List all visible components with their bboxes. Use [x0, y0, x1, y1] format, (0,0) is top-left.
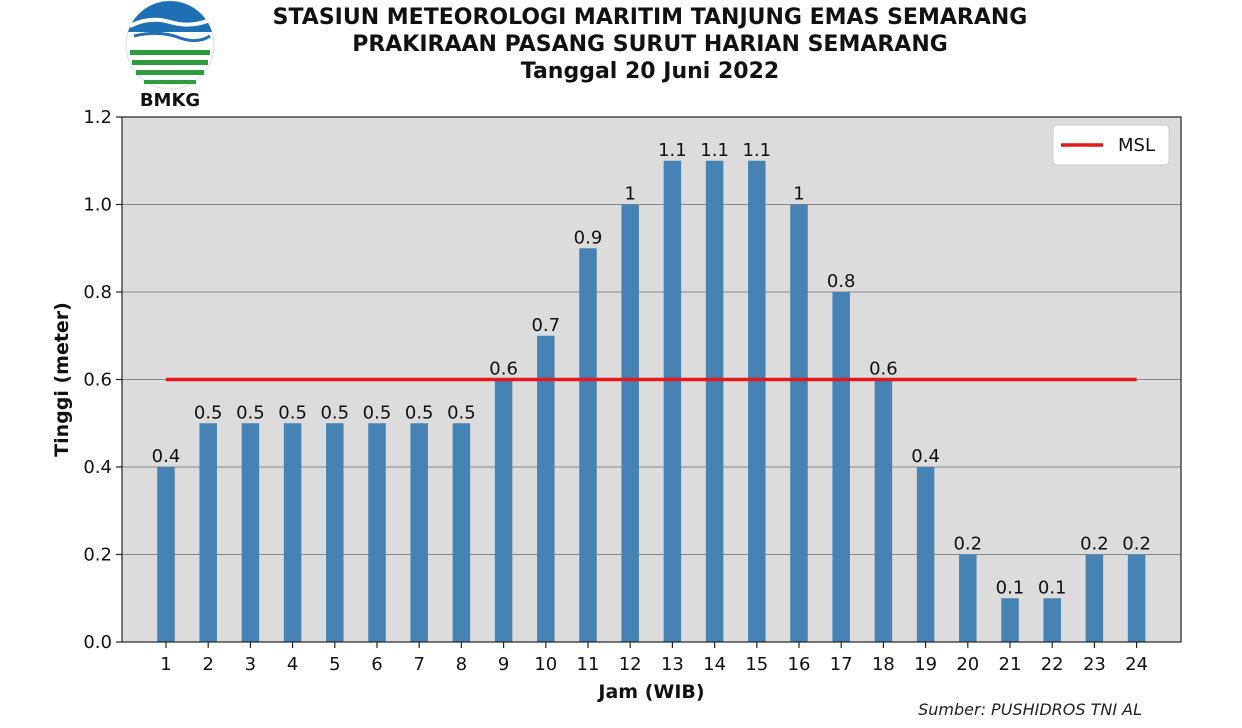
x-tick-label: 12: [619, 654, 642, 675]
x-tick-label: 2: [202, 654, 213, 675]
bar: [410, 423, 428, 642]
bar: [579, 248, 597, 642]
x-tick-label: 14: [703, 654, 726, 675]
x-tick-label: 20: [956, 654, 979, 675]
legend: MSL: [1052, 124, 1170, 166]
x-tick-label: 15: [745, 654, 768, 675]
x-tick-label: 4: [287, 654, 298, 675]
x-tick-label: 22: [1041, 654, 1064, 675]
data-label: 0.5: [405, 402, 434, 423]
data-label: 0.5: [236, 402, 265, 423]
data-label: 1: [624, 184, 635, 205]
y-tick-label: 0.0: [83, 632, 112, 653]
bar: [283, 423, 302, 642]
bars: [157, 160, 1146, 642]
data-label: 1: [793, 184, 804, 205]
y-tick-label: 1.0: [83, 195, 112, 216]
x-tick-label: 8: [456, 654, 467, 675]
x-tick-label: 3: [245, 654, 256, 675]
data-label: 0.8: [827, 271, 856, 292]
bar: [832, 292, 850, 642]
title-line-3: Tanggal 20 Juni 2022: [520, 59, 780, 84]
data-label: 0.9: [574, 227, 603, 248]
data-label: 0.5: [278, 402, 307, 423]
data-label: 0.2: [1122, 534, 1151, 555]
data-label: 1.1: [742, 140, 771, 161]
bar: [452, 423, 471, 642]
bar: [199, 423, 217, 642]
data-label: 1.1: [658, 140, 687, 161]
bar: [1001, 598, 1019, 642]
x-tick-label: 16: [788, 654, 811, 675]
y-tick-label: 0.2: [83, 545, 112, 566]
data-label: 0.5: [363, 402, 392, 423]
bar: [537, 335, 555, 642]
bar: [157, 467, 175, 642]
y-axis-label: Tinggi (meter): [51, 302, 73, 457]
y-tick-label: 0.4: [83, 457, 112, 478]
x-tick-label: 17: [830, 654, 853, 675]
x-tick-label: 23: [1083, 654, 1106, 675]
chart-title: STASIUN METEOROLOGI MARITIM TANJUNG EMAS…: [225, 4, 1075, 85]
bar: [368, 423, 386, 642]
x-tick-label: 18: [872, 654, 895, 675]
legend-box: [1052, 124, 1170, 166]
title-line-2: PRAKIRAAN PASANG SURUT HARIAN SEMARANG: [352, 32, 948, 57]
data-label: 0.2: [1080, 534, 1109, 555]
x-tick-label: 6: [371, 654, 382, 675]
bar: [874, 379, 893, 642]
bar: [494, 379, 513, 642]
data-label: 0.4: [152, 446, 181, 467]
bar: [790, 204, 808, 642]
data-label: 0.6: [489, 359, 518, 380]
x-tick-label: 9: [498, 654, 509, 675]
data-label: 0.5: [447, 402, 476, 423]
bar: [1085, 554, 1104, 642]
y-axis-ticks: 0.0 0.2 0.4 0.6 0.8 1.0 1.2: [83, 107, 122, 653]
data-label: 0.7: [531, 315, 560, 336]
data-label: 0.6: [869, 359, 898, 380]
title-line-1: STASIUN METEOROLOGI MARITIM TANJUNG EMAS…: [272, 5, 1028, 30]
data-label: 0.1: [1038, 577, 1067, 598]
bar: [959, 554, 977, 642]
x-tick-label: 13: [661, 654, 684, 675]
source-note: Sumber: PUSHIDROS TNI AL: [918, 700, 1142, 719]
y-tick-label: 0.6: [83, 370, 112, 391]
x-tick-label: 19: [914, 654, 937, 675]
bar: [916, 467, 935, 642]
bar: [705, 160, 724, 642]
x-tick-label: 1: [160, 654, 171, 675]
x-axis-label: Jam (WIB): [596, 681, 704, 703]
logo-text: BMKG: [139, 90, 201, 111]
x-axis-ticks: 1 2 3 4 5 6 7 8 9 10 11 12 13 14 15 16 17 18 19 20 21 22 23 24: [160, 642, 1148, 675]
bar: [663, 160, 682, 642]
bmkg-logo: [125, 0, 215, 90]
bar: [1127, 554, 1146, 642]
x-tick-label: 7: [413, 654, 424, 675]
bar: [1043, 598, 1061, 642]
data-label: 0.4: [911, 446, 940, 467]
y-tick-label: 0.8: [83, 282, 112, 303]
y-tick-label: 1.2: [83, 107, 112, 128]
data-labels: 0.4 0.5 0.5 0.5 0.5 0.5 0.5 0.5 0.6 0.7 0.9 1 1.1 1.1…: [152, 140, 1151, 599]
bar: [326, 423, 344, 642]
bar: [748, 160, 766, 642]
data-label: 1.1: [700, 140, 729, 161]
data-label: 0.5: [320, 402, 349, 423]
data-label: 0.1: [996, 577, 1025, 598]
bar: [621, 204, 639, 642]
bar: [241, 423, 260, 642]
data-label: 0.2: [953, 534, 982, 555]
x-tick-label: 21: [999, 654, 1022, 675]
x-tick-label: 10: [534, 654, 557, 675]
x-tick-label: 5: [329, 654, 340, 675]
x-tick-label: 11: [577, 654, 600, 675]
data-label: 0.5: [194, 402, 223, 423]
x-tick-label: 24: [1125, 654, 1148, 675]
legend-label-msl: MSL: [1118, 135, 1155, 156]
